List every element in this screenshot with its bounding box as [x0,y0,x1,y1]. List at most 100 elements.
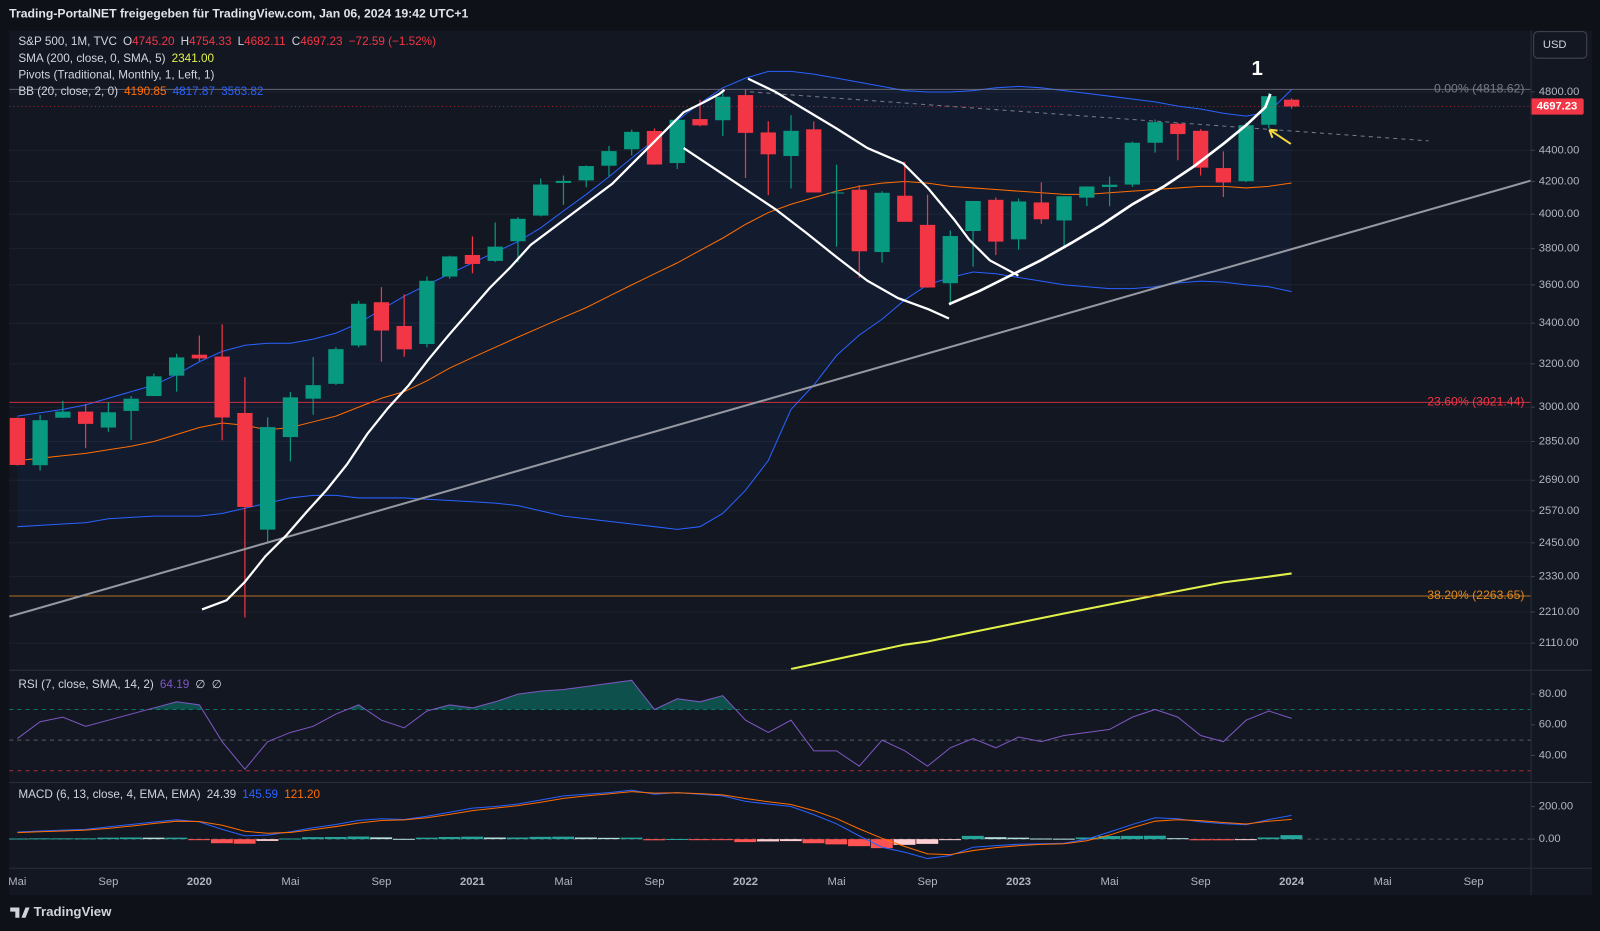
histogram-bar [620,837,643,840]
candle-body [168,357,185,376]
trend-line [9,179,1531,618]
change: −72.59 (−1.52%) [349,35,436,48]
candle-body [510,218,526,242]
candle-body [77,411,94,424]
histogram-bar [142,837,165,840]
histogram-bar [870,839,893,849]
macd-label: MACD (6, 13, close, 4, EMA, EMA) [18,788,200,801]
candle-body [100,412,117,428]
candle-body [146,376,162,397]
histogram-bar [916,839,939,844]
histogram-bar [483,837,506,840]
fib-label: 38.20% (2263.65) [1427,588,1524,602]
macd-line [17,789,1292,860]
y-tick-label: 3400.00 [1539,317,1580,329]
share-caption: Trading-PortalNET freigegeben für Tradin… [9,7,468,21]
candle-body [32,420,48,466]
candle-body [965,200,981,232]
histogram-bar [1234,839,1257,841]
candle-body [305,385,321,399]
candle-body [1238,125,1254,182]
histogram-bar [802,839,825,844]
legend-line: SMA (200, close, 0, SMA, 5) 2341.00 [18,52,214,65]
candle-body [760,132,776,155]
bb-basis: 4190.85 [124,85,167,98]
pivots-label: Pivots (Traditional, Monthly, 1, Left, 1… [18,69,214,82]
sma-value: 2341.00 [172,52,215,65]
histogram-bar [597,837,620,840]
candle-body [919,224,936,288]
histogram-bar [324,837,347,840]
x-tick-label: Mai [1374,876,1392,888]
legend-line: S&P 500, 1M, TVC O4745.20 H4754.33 L4682.11… [18,35,436,48]
currency-button[interactable] [1533,31,1588,59]
candle-body [282,397,299,438]
close: 4697.23 [300,35,342,48]
histogram-bar [438,837,461,840]
x-tick-label: Sep [98,876,118,888]
signal-line [17,791,1292,856]
histogram-bar [279,838,302,840]
histogram-bar [552,836,575,840]
candle-body [328,349,344,384]
candle-body [555,180,572,183]
y-tick-label: 0.00 [1539,833,1561,845]
l-label: L [238,35,245,48]
y-tick-label: 3800.00 [1539,243,1580,255]
histogram-bar [734,839,757,843]
c-label: C [292,35,301,48]
logo-icon [10,907,30,918]
y-tick-label: 3200.00 [1539,358,1580,370]
currency[interactable]: USD [1543,39,1567,51]
drawn-curve [683,147,950,320]
x-tick-label: Sep [371,876,391,888]
candle-body [1101,184,1118,187]
histogram-bar [1189,839,1212,841]
candle-body [1124,142,1140,185]
x-tick-label: Mai [8,876,26,888]
histogram-bar [848,839,870,847]
x-tick-label: Sep [1191,876,1211,888]
candle-body [692,119,708,126]
x-tick-label: 2021 [460,876,485,888]
rsi-label: RSI (7, close, SMA, 14, 2) [18,678,154,691]
histogram-bar [1121,835,1144,840]
y-tick-label: 200.00 [1539,800,1573,812]
candle-body [191,354,208,359]
candle-body [874,192,890,252]
histogram-bar [666,838,688,840]
histogram-bar [1212,839,1235,841]
candle-body [214,356,230,418]
histogram-bar [210,839,233,844]
candle-body [1147,122,1163,143]
main-pane: 0.00% (4818.62) 23.60% (3021.44) 38.20% (2… [9,70,1531,670]
y-tick-label: 4200.00 [1539,175,1580,187]
histogram-bar [74,838,97,840]
histogram-bar [939,839,962,841]
candle-body [9,417,25,465]
arrow [1268,128,1292,145]
histogram-bar [984,837,1007,840]
candle-body [260,427,276,530]
candle-body [351,303,367,346]
axes: Mai Sep 2020 Mai Sep 2021 Mai Sep 2022 Mai Sep 2023… [8,86,1584,888]
histogram-bar [1280,835,1303,840]
rsi-pane [9,679,1531,772]
y-tick-label: 2330.00 [1539,571,1580,583]
x-tick-label: Sep [918,876,938,888]
y-tick-label: 4400.00 [1539,144,1580,156]
o-label: O [123,35,132,48]
candle-body [237,412,253,507]
sma-line [790,572,1292,670]
h-label: H [181,35,189,48]
histogram-bar [825,839,848,845]
y-tick-label: 2450.00 [1539,537,1580,549]
histogram-bar [347,836,370,840]
y-tick-label: 2210.00 [1539,606,1580,618]
rsi-na: ∅ [212,678,222,691]
sma-label: SMA (200, close, 0, SMA, 5) [18,52,165,65]
candle-body [578,166,594,181]
histogram-bar [97,837,120,840]
